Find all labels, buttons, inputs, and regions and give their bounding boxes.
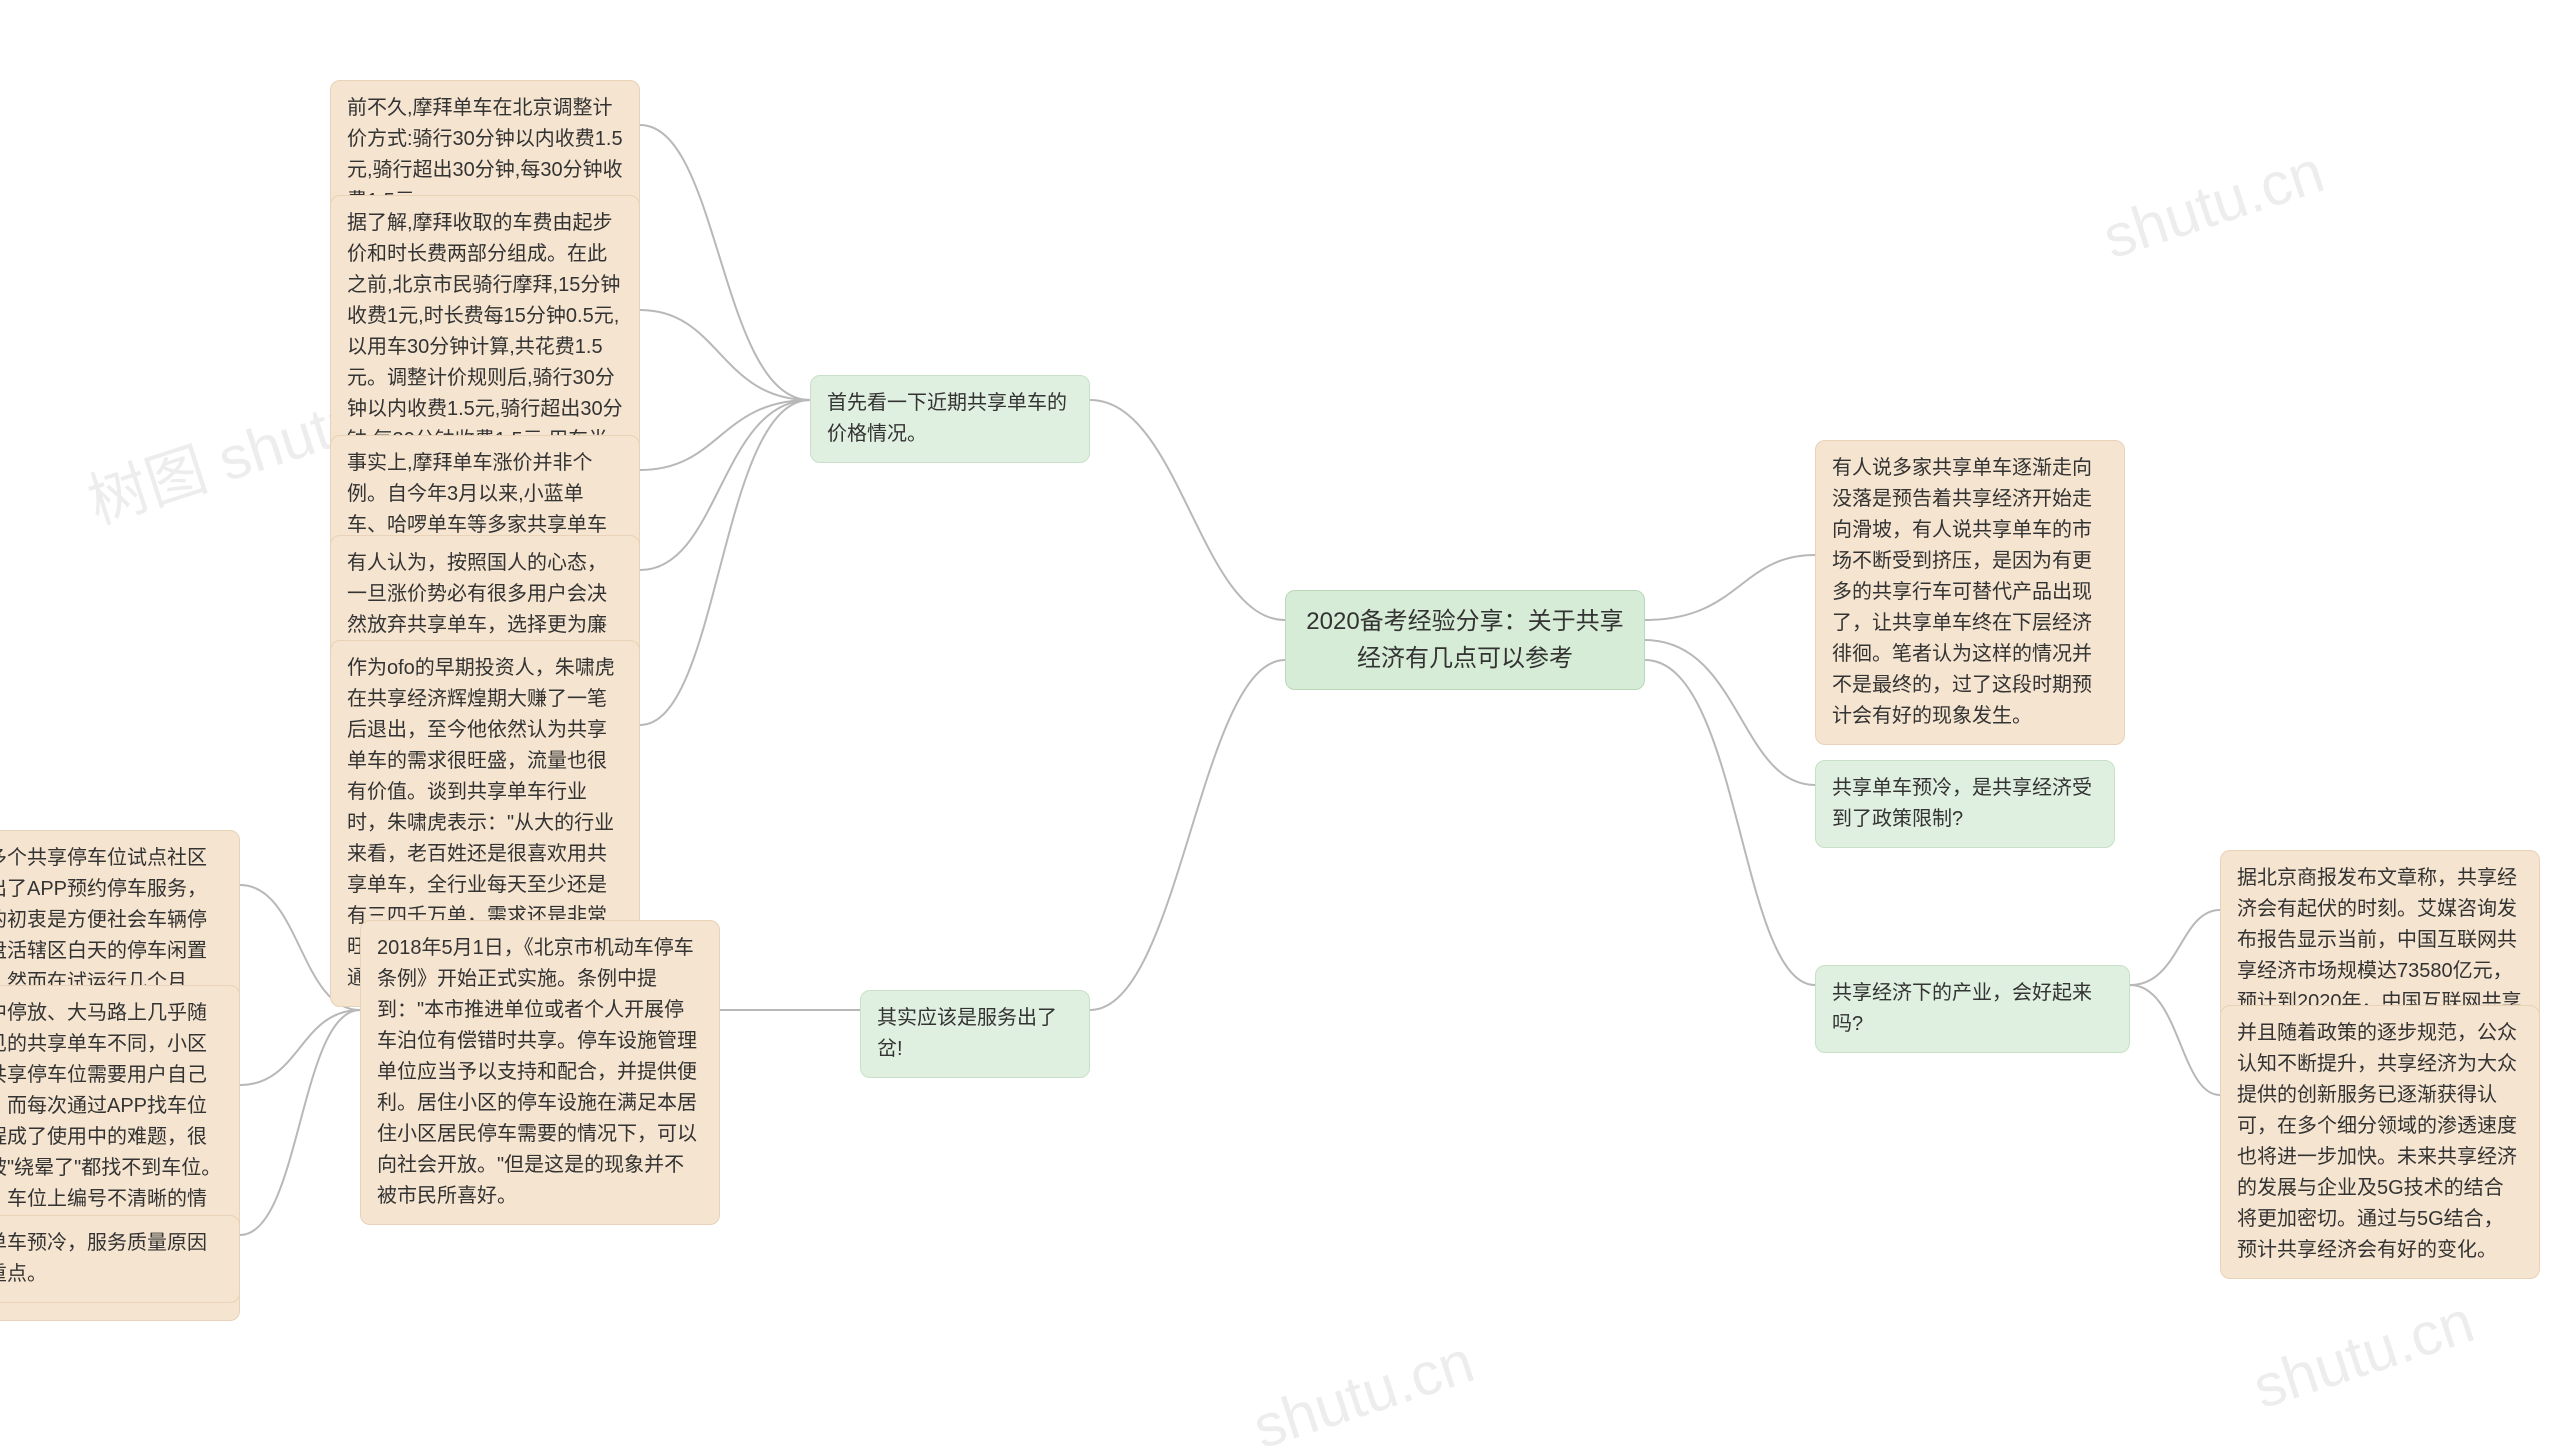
left-branch-2: 其实应该是服务出了岔!: [860, 990, 1090, 1078]
left-branch-1: 首先看一下近期共享单车的价格情况。: [810, 375, 1090, 463]
mindmap-canvas: 树图 shutu.cn shutu.cn shutu.cn shutu.cn: [0, 0, 2560, 1455]
root-node: 2020备考经验分享：关于共享经济有几点可以参考: [1285, 590, 1645, 690]
right-r3: 共享经济下的产业，会好起来吗?: [1815, 965, 2130, 1053]
left-b2-c1: 2018年5月1日，《北京市机动车停车条例》开始正式实施。条例中提到："本市推进…: [360, 920, 720, 1225]
right-r1: 有人说多家共享单车逐渐走向没落是预告着共享经济开始走向滑坡，有人说共享单车的市场…: [1815, 440, 2125, 745]
left-b2-gc3: 共享单车预冷，服务质量原因才是重点。: [0, 1215, 240, 1303]
right-r2: 共享单车预冷，是共享经济受到了政策限制?: [1815, 760, 2115, 848]
right-r3-c2: 并且随着政策的逐步规范，公众认知不断提升，共享经济为大众提供的创新服务已逐渐获得…: [2220, 1005, 2540, 1279]
